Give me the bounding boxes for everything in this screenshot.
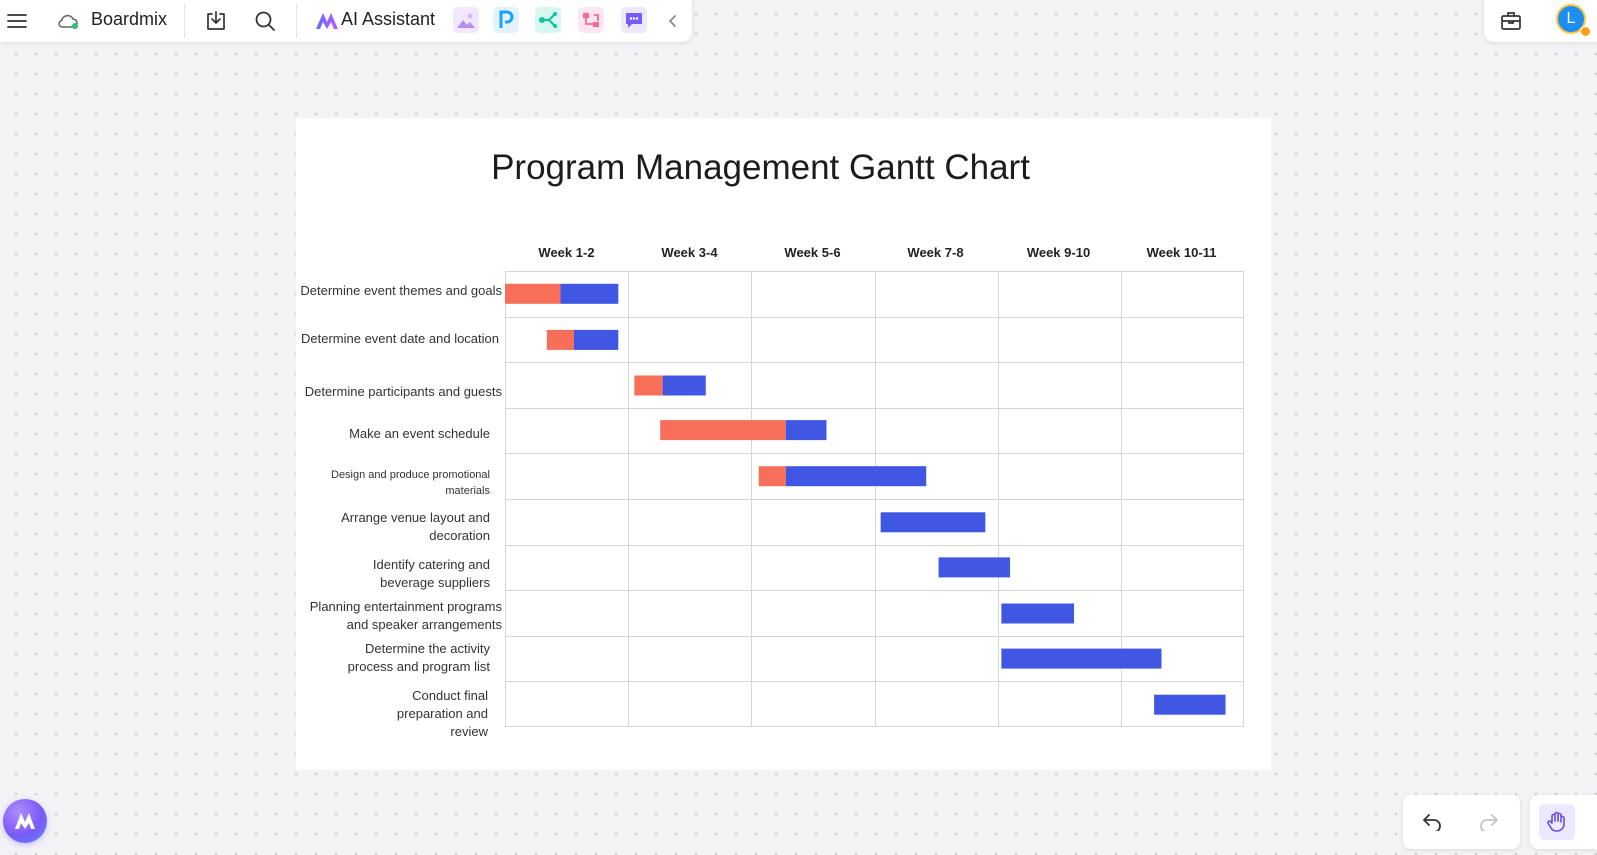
ai-flowchart-icon[interactable]	[578, 7, 604, 33]
task-bar-remaining	[785, 466, 927, 487]
task-label: Determine event date and location	[300, 331, 499, 346]
download-icon[interactable]	[203, 8, 229, 34]
task-bar-remaining	[560, 283, 619, 304]
week-column-header: Week 7-8	[907, 245, 964, 260]
task-bar-remaining	[880, 512, 986, 533]
task-bar-done	[758, 466, 786, 487]
task-label: Determine participants and guests	[304, 384, 502, 399]
week-column-header: Week 9-10	[1026, 245, 1091, 260]
task-bar-remaining	[1001, 648, 1162, 669]
ai-assistant-label[interactable]: AI Assistant	[341, 9, 436, 29]
week-column-header: Week 1-2	[538, 245, 595, 260]
cloud-sync-icon[interactable]	[55, 8, 81, 34]
task-bar-remaining	[573, 329, 619, 350]
collapse-chevron-icon[interactable]	[660, 8, 686, 34]
brand-name[interactable]: Boardmix	[91, 9, 168, 29]
task-bar-done	[660, 420, 786, 441]
toolbar-divider	[184, 4, 185, 38]
task-label: Determine the activity process and progr…	[347, 641, 490, 674]
week-column-header: Week 10-11	[1146, 245, 1217, 260]
status-badge	[1580, 26, 1591, 37]
ai-mindmap-icon[interactable]	[535, 7, 561, 33]
toolbar-divider	[296, 4, 297, 38]
task-bar-remaining	[938, 557, 1010, 578]
task-bar-remaining	[1001, 603, 1075, 624]
task-label: Identify catering and beverage suppliers	[372, 557, 490, 590]
gantt-grid	[505, 271, 1244, 727]
task-label: Arrange venue layout and decoration	[341, 510, 490, 543]
ai-image-icon[interactable]	[453, 7, 479, 33]
task-label: Conduct final preparation and review	[396, 688, 488, 739]
gantt-card[interactable]: Program Management Gantt Chart Week 1-2 …	[296, 118, 1271, 770]
top-toolbar: Boardmix AI Assistant	[0, 0, 692, 42]
task-label: Planning entertainment programs and spea…	[309, 599, 502, 632]
week-column-header: Week 3-4	[661, 245, 718, 260]
toolbox-icon[interactable]	[1498, 8, 1524, 34]
task-bar-done	[505, 283, 561, 304]
ai-presentation-icon[interactable]	[493, 7, 519, 33]
ai-chat-icon[interactable]	[621, 7, 647, 33]
undo-icon[interactable]	[1419, 809, 1445, 835]
task-bar-remaining	[1154, 694, 1226, 715]
task-bar-remaining	[785, 420, 827, 441]
task-label: Make an event schedule	[349, 426, 490, 441]
hand-tool-icon[interactable]	[1539, 804, 1575, 840]
task-bar-remaining	[662, 375, 706, 396]
boardmix-ai-icon[interactable]	[3, 799, 47, 843]
task-bar-done	[546, 329, 574, 350]
tool-panel	[1530, 795, 1597, 849]
right-toolbar: L	[1484, 0, 1597, 42]
task-bar-done	[634, 375, 663, 396]
week-column-header: Week 5-6	[784, 245, 841, 260]
ai-logo-icon[interactable]	[314, 8, 340, 34]
task-label: Determine event themes and goals	[300, 283, 502, 298]
menu-icon[interactable]	[4, 8, 30, 34]
undo-redo-panel	[1403, 795, 1520, 849]
search-icon[interactable]	[252, 8, 278, 34]
redo-icon[interactable]	[1476, 809, 1502, 835]
task-label: Design and produce promotional materials	[331, 469, 490, 497]
chart-title: Program Management Gantt Chart	[491, 148, 1030, 187]
